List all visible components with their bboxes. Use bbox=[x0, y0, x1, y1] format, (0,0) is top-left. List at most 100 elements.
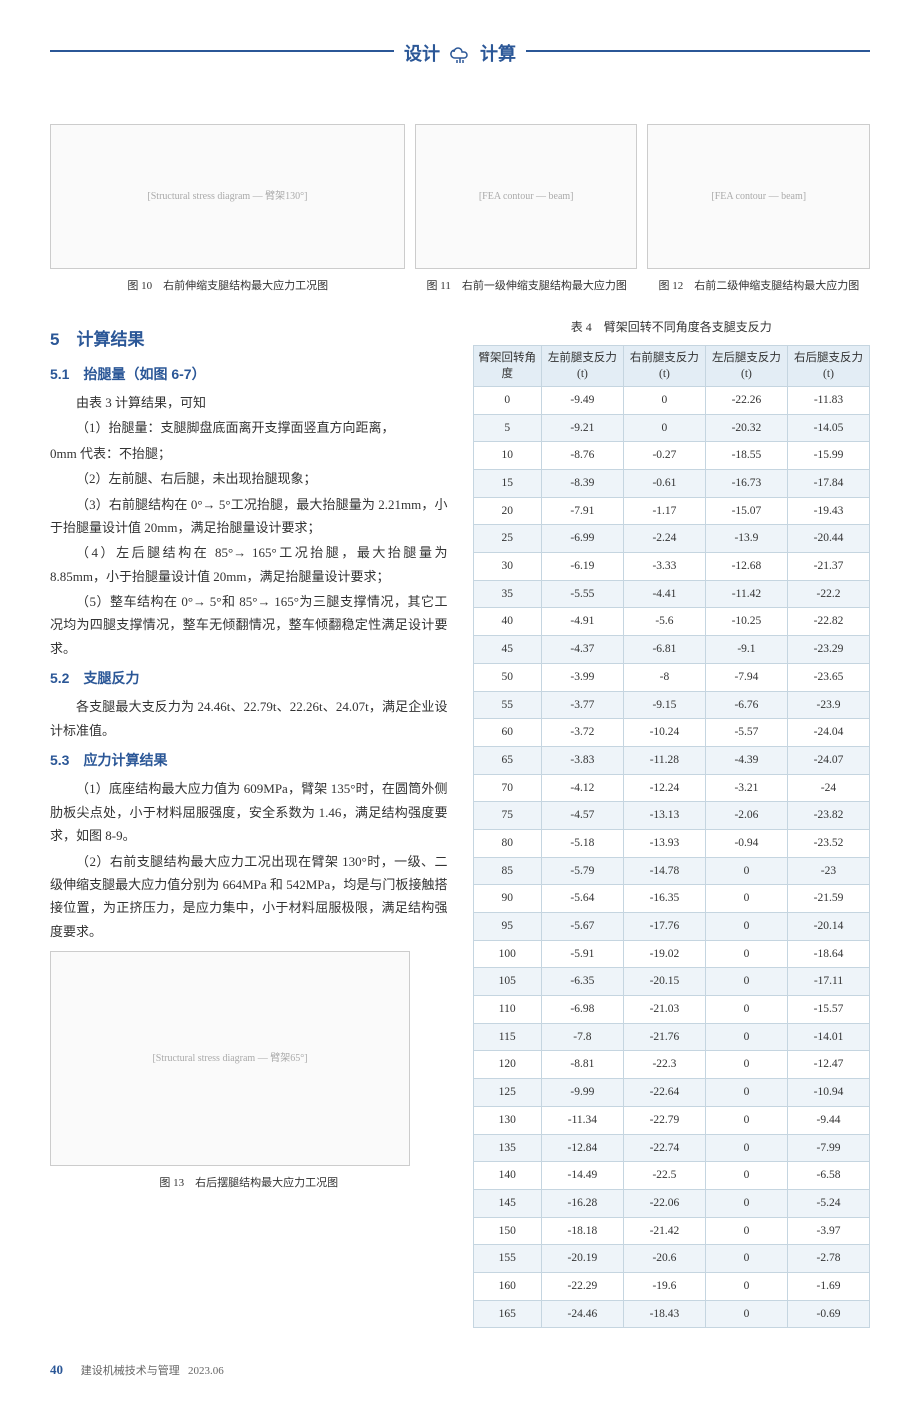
table-cell: -23.82 bbox=[787, 802, 869, 830]
table-cell: -2.24 bbox=[623, 525, 705, 553]
table-cell: 50 bbox=[473, 663, 541, 691]
table-row: 0-9.490-22.26-11.83 bbox=[473, 386, 870, 414]
table-cell: -9.49 bbox=[541, 386, 623, 414]
figure-11: [FEA contour — beam] bbox=[415, 124, 638, 269]
table-cell: -9.99 bbox=[541, 1079, 623, 1107]
table-cell: -13.93 bbox=[623, 829, 705, 857]
table-cell: -6.19 bbox=[541, 553, 623, 581]
two-column-body: 5 计算结果 5.1 抬腿量（如图 6-7） 由表 3 计算结果，可知 （1）抬… bbox=[50, 317, 870, 1328]
table-cell: -5.55 bbox=[541, 580, 623, 608]
table-cell: -1.69 bbox=[787, 1272, 869, 1300]
s51-p1: （1）抬腿量：支腿脚盘底面离开支撑面竖直方向距离， bbox=[50, 416, 448, 439]
table-cell: -23.52 bbox=[787, 829, 869, 857]
section-5-1-title: 5.1 抬腿量（如图 6-7） bbox=[50, 362, 448, 387]
s51-p3: （3）右前腿结构在 0°→ 5°工况抬腿，最大抬腿量为 2.21mm，小于抬腿量… bbox=[50, 493, 448, 540]
table-cell: -24.04 bbox=[787, 719, 869, 747]
table-cell: 0 bbox=[705, 1300, 787, 1328]
table-cell: -23.29 bbox=[787, 636, 869, 664]
table-cell: -5.67 bbox=[541, 913, 623, 941]
table-cell: 0 bbox=[623, 414, 705, 442]
table-cell: -14.78 bbox=[623, 857, 705, 885]
header-left: 设计 bbox=[404, 38, 440, 70]
table-cell: -14.01 bbox=[787, 1023, 869, 1051]
table-cell: -16.28 bbox=[541, 1189, 623, 1217]
table-cell: -10.94 bbox=[787, 1079, 869, 1107]
table-cell: 10 bbox=[473, 442, 541, 470]
table-row: 120-8.81-22.30-12.47 bbox=[473, 1051, 870, 1079]
table-cell: -22.79 bbox=[623, 1106, 705, 1134]
table-cell: 0 bbox=[705, 913, 787, 941]
table-cell: -19.43 bbox=[787, 497, 869, 525]
section-5-3-title: 5.3 应力计算结果 bbox=[50, 748, 448, 773]
captions-row-top: 图 10 右前伸缩支腿结构最大应力工况图 图 11 右前一级伸缩支腿结构最大应力… bbox=[50, 277, 870, 297]
section-5-2-title: 5.2 支腿反力 bbox=[50, 666, 448, 691]
table-cell: 80 bbox=[473, 829, 541, 857]
table-cell: 85 bbox=[473, 857, 541, 885]
page-header: 设计 计算 bbox=[50, 50, 870, 84]
table-cell: 0 bbox=[705, 885, 787, 913]
table-cell: -11.28 bbox=[623, 746, 705, 774]
table-cell: 75 bbox=[473, 802, 541, 830]
table-cell: -16.73 bbox=[705, 470, 787, 498]
table-cell: -17.11 bbox=[787, 968, 869, 996]
s51-p1b: 0mm 代表：不抬腿； bbox=[50, 442, 448, 465]
table-cell: -21.76 bbox=[623, 1023, 705, 1051]
table-cell: -3.77 bbox=[541, 691, 623, 719]
table-row: 100-5.91-19.020-18.64 bbox=[473, 940, 870, 968]
table-header-rf: 右前腿支反力 (t) bbox=[623, 345, 705, 386]
table-cell: 90 bbox=[473, 885, 541, 913]
page-footer: 40 建设机械技术与管理 2023.06 bbox=[50, 1358, 870, 1382]
table-cell: -24.46 bbox=[541, 1300, 623, 1328]
table-cell: 140 bbox=[473, 1162, 541, 1190]
table-cell: 115 bbox=[473, 1023, 541, 1051]
table-cell: -16.35 bbox=[623, 885, 705, 913]
table-row: 95-5.67-17.760-20.14 bbox=[473, 913, 870, 941]
table-cell: -15.57 bbox=[787, 996, 869, 1024]
s51-p2: （2）左前腿、右后腿，未出现抬腿现象； bbox=[50, 467, 448, 490]
table-cell: -24.07 bbox=[787, 746, 869, 774]
table-cell: 120 bbox=[473, 1051, 541, 1079]
table-cell: -3.83 bbox=[541, 746, 623, 774]
table-cell: 130 bbox=[473, 1106, 541, 1134]
table-cell: 0 bbox=[705, 857, 787, 885]
table-cell: -4.39 bbox=[705, 746, 787, 774]
table-cell: 0 bbox=[705, 996, 787, 1024]
table-row: 140-14.49-22.50-6.58 bbox=[473, 1162, 870, 1190]
table-cell: -0.27 bbox=[623, 442, 705, 470]
table-cell: 135 bbox=[473, 1134, 541, 1162]
s51-p5: （5）整车结构在 0°→ 5°和 85°→ 165°为三腿支撑情况，其它工况均为… bbox=[50, 590, 448, 660]
table-cell: -1.17 bbox=[623, 497, 705, 525]
table-cell: 60 bbox=[473, 719, 541, 747]
table-cell: -9.44 bbox=[787, 1106, 869, 1134]
table-cell: -2.06 bbox=[705, 802, 787, 830]
table-cell: -6.99 bbox=[541, 525, 623, 553]
table-cell: -17.84 bbox=[787, 470, 869, 498]
table-cell: 35 bbox=[473, 580, 541, 608]
table-cell: 65 bbox=[473, 746, 541, 774]
table-row: 55-3.77-9.15-6.76-23.9 bbox=[473, 691, 870, 719]
table-row: 15-8.39-0.61-16.73-17.84 bbox=[473, 470, 870, 498]
table-row: 80-5.18-13.93-0.94-23.52 bbox=[473, 829, 870, 857]
table-cell: 0 bbox=[705, 1189, 787, 1217]
table-cell: -12.47 bbox=[787, 1051, 869, 1079]
table-cell: -5.24 bbox=[787, 1189, 869, 1217]
table-cell: 150 bbox=[473, 1217, 541, 1245]
table-cell: 0 bbox=[705, 1134, 787, 1162]
table-row: 35-5.55-4.41-11.42-22.2 bbox=[473, 580, 870, 608]
table-cell: -3.21 bbox=[705, 774, 787, 802]
table-cell: -18.43 bbox=[623, 1300, 705, 1328]
table-row: 60-3.72-10.24-5.57-24.04 bbox=[473, 719, 870, 747]
table-row: 10-8.76-0.27-18.55-15.99 bbox=[473, 442, 870, 470]
footer-issue: 2023.06 bbox=[188, 1365, 224, 1377]
table-cell: -23.65 bbox=[787, 663, 869, 691]
table-cell: -4.57 bbox=[541, 802, 623, 830]
s51-p4: （4）左后腿结构在 85°→ 165°工况抬腿，最大抬腿量为 8.85mm，小于… bbox=[50, 541, 448, 588]
table-cell: 5 bbox=[473, 414, 541, 442]
table-cell: -20.14 bbox=[787, 913, 869, 941]
table-cell: 110 bbox=[473, 996, 541, 1024]
table-cell: -11.83 bbox=[787, 386, 869, 414]
table-cell: -24 bbox=[787, 774, 869, 802]
table-cell: -7.99 bbox=[787, 1134, 869, 1162]
table-row: 145-16.28-22.060-5.24 bbox=[473, 1189, 870, 1217]
table-cell: -4.12 bbox=[541, 774, 623, 802]
